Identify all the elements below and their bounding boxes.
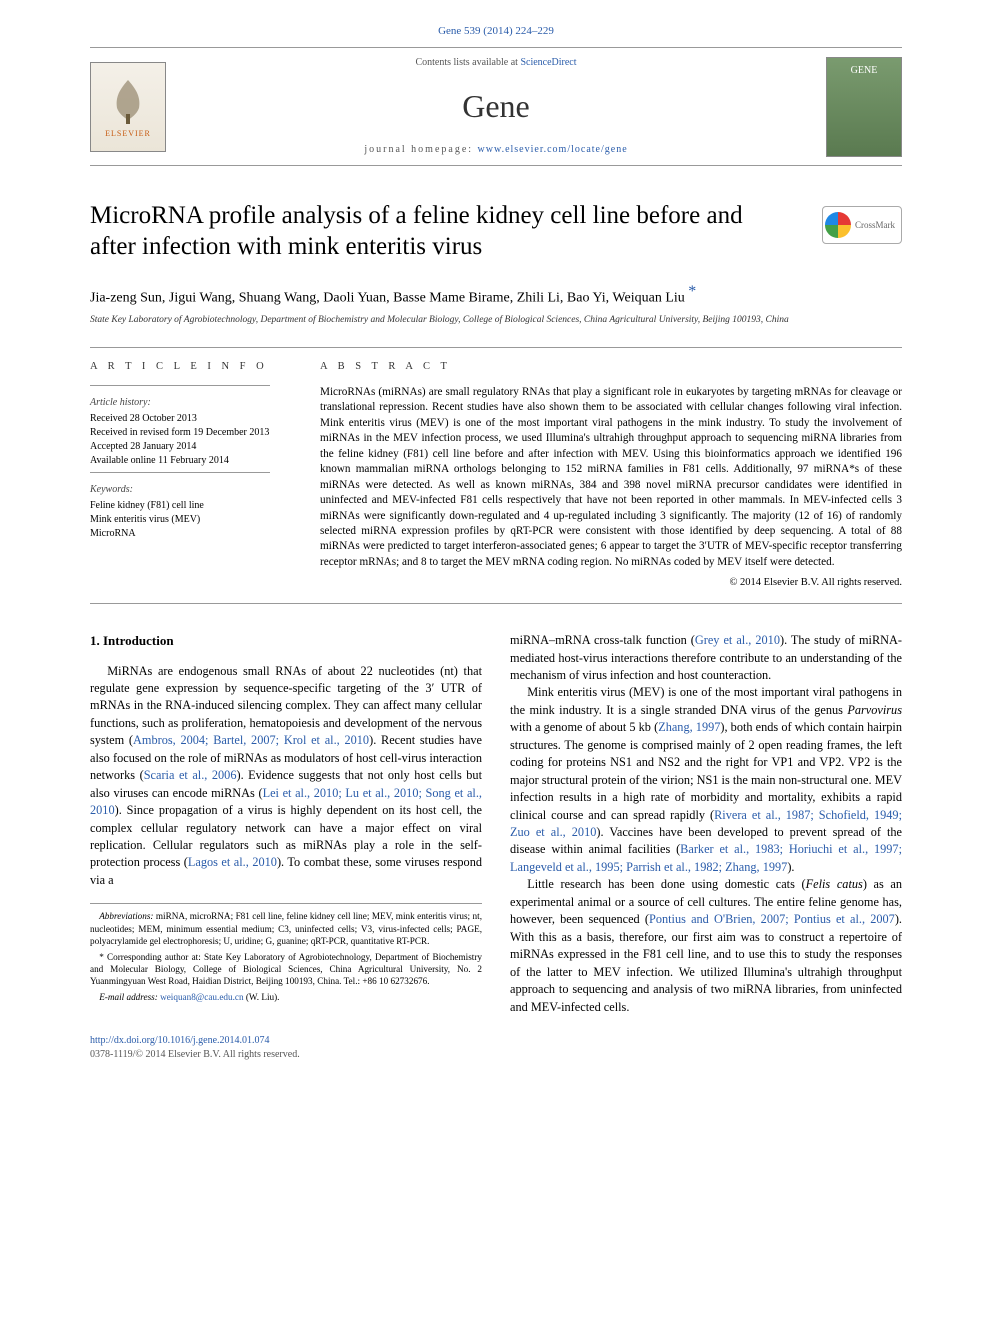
abstract-copyright: © 2014 Elsevier B.V. All rights reserved… xyxy=(320,576,902,591)
crossmark-label: CrossMark xyxy=(855,219,895,232)
history-accepted: Accepted 28 January 2014 xyxy=(90,440,300,454)
citation-link[interactable]: Pontius and O'Brien, 2007; Pontius et al… xyxy=(649,912,895,926)
email-footnote: E-mail address: weiquan8@cau.edu.cn (W. … xyxy=(90,991,482,1003)
keywords-label: Keywords: xyxy=(90,483,300,497)
doi-link[interactable]: http://dx.doi.org/10.1016/j.gene.2014.01… xyxy=(90,1034,902,1048)
elsevier-tree-icon xyxy=(103,74,153,128)
journal-homepage: journal homepage: www.elsevier.com/locat… xyxy=(166,143,826,157)
keyword: MicroRNA xyxy=(90,527,300,541)
crossmark-icon xyxy=(825,212,851,238)
email-link[interactable]: weiquan8@cau.edu.cn xyxy=(160,992,243,1002)
banner-center: Contents lists available at ScienceDirec… xyxy=(166,56,826,157)
abbreviations-footnote: Abbreviations: miRNA, microRNA; F81 cell… xyxy=(90,910,482,946)
journal-cover-thumbnail: GENE xyxy=(826,57,902,157)
intro-paragraph-cont: miRNA–mRNA cross-talk function (Grey et … xyxy=(510,632,902,684)
article-header: CrossMark MicroRNA profile analysis of a… xyxy=(90,200,902,327)
affiliation: State Key Laboratory of Agrobiotechnolog… xyxy=(90,314,902,327)
keyword: Mink enteritis virus (MEV) xyxy=(90,513,300,527)
author-list: Jia-zeng Sun, Jigui Wang, Shuang Wang, D… xyxy=(90,281,902,308)
section-divider xyxy=(90,603,902,604)
sciencedirect-link[interactable]: ScienceDirect xyxy=(520,57,576,68)
article-title: MicroRNA profile analysis of a feline ki… xyxy=(90,200,790,263)
abstract-text: MicroRNAs (miRNAs) are small regulatory … xyxy=(320,385,902,570)
citation-link[interactable]: Grey et al., 2010 xyxy=(695,633,780,647)
keyword: Feline kidney (F81) cell line xyxy=(90,499,300,513)
article-history-label: Article history: xyxy=(90,396,300,410)
introduction-heading: 1. Introduction xyxy=(90,632,482,650)
intro-paragraph-2: Mink enteritis virus (MEV) is one of the… xyxy=(510,684,902,876)
corresponding-author-footnote: * Corresponding author at: State Key Lab… xyxy=(90,951,482,987)
meta-row: a r t i c l e i n f o Article history: R… xyxy=(90,347,902,591)
abstract-heading: a b s t r a c t xyxy=(320,360,902,375)
citation-link[interactable]: Scaria et al., 2006 xyxy=(144,768,237,782)
column-left: 1. Introduction MiRNAs are endogenous sm… xyxy=(90,632,482,1016)
citation-link[interactable]: Zhang, 1997 xyxy=(658,720,720,734)
citation-link[interactable]: Ambros, 2004; Bartel, 2007; Krol et al.,… xyxy=(133,733,369,747)
intro-paragraph-3: Little research has been done using dome… xyxy=(510,876,902,1016)
article-info-column: a r t i c l e i n f o Article history: R… xyxy=(90,360,320,591)
footnotes: Abbreviations: miRNA, microRNA; F81 cell… xyxy=(90,903,482,1003)
elsevier-logo: ELSEVIER xyxy=(90,62,166,152)
intro-paragraph: MiRNAs are endogenous small RNAs of abou… xyxy=(90,663,482,890)
issn-copyright-line: 0378-1119/© 2014 Elsevier B.V. All right… xyxy=(90,1048,902,1062)
article-info-heading: a r t i c l e i n f o xyxy=(90,360,300,375)
journal-homepage-link[interactable]: www.elsevier.com/locate/gene xyxy=(478,144,628,155)
elsevier-label: ELSEVIER xyxy=(105,128,151,139)
page-range-link[interactable]: Gene 539 (2014) 224–229 xyxy=(0,0,992,47)
contents-available-line: Contents lists available at ScienceDirec… xyxy=(166,56,826,70)
column-right: miRNA–mRNA cross-talk function (Grey et … xyxy=(510,632,902,1016)
abstract-column: a b s t r a c t MicroRNAs (miRNAs) are s… xyxy=(320,360,902,591)
history-revised: Received in revised form 19 December 201… xyxy=(90,426,300,440)
crossmark-badge[interactable]: CrossMark xyxy=(822,206,902,244)
journal-name: Gene xyxy=(166,84,826,129)
page-footer: http://dx.doi.org/10.1016/j.gene.2014.01… xyxy=(90,1034,902,1062)
history-received: Received 28 October 2013 xyxy=(90,412,300,426)
corresponding-author-mark: * xyxy=(688,283,696,300)
body-columns: 1. Introduction MiRNAs are endogenous sm… xyxy=(90,632,902,1016)
journal-banner: ELSEVIER Contents lists available at Sci… xyxy=(90,47,902,166)
citation-link[interactable]: Lagos et al., 2010 xyxy=(188,855,277,869)
history-online: Available online 11 February 2014 xyxy=(90,454,300,468)
